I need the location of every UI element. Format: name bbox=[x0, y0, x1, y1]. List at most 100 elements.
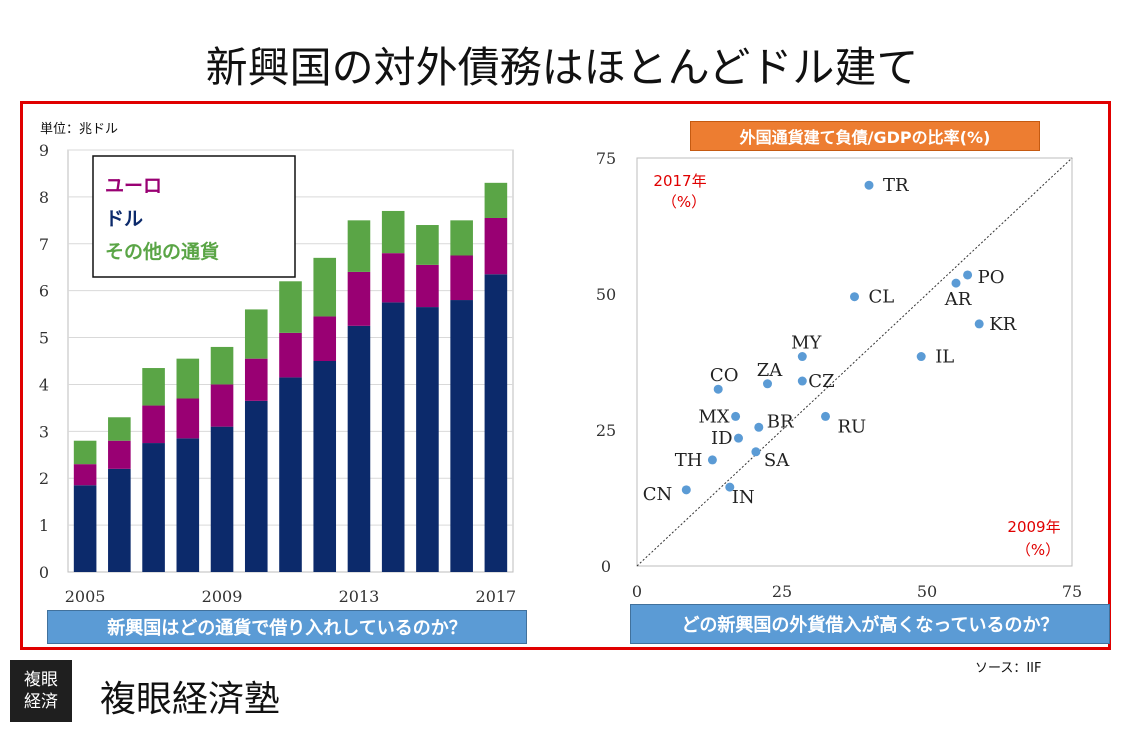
scatter-x-tick-label: 75 bbox=[1062, 582, 1082, 601]
bar-y-tick-label: 4 bbox=[39, 375, 49, 394]
scatter-point-label: AR bbox=[944, 289, 972, 310]
scatter-point-ID bbox=[734, 433, 743, 443]
logo-text: 複眼経済塾 bbox=[100, 679, 281, 720]
bar-y-tick-label: 2 bbox=[39, 469, 49, 488]
scatter-point-CL bbox=[850, 292, 859, 302]
scatter-point-SA bbox=[751, 447, 761, 457]
bar-segment-2012 bbox=[313, 257, 337, 317]
scatter-point-label: IN bbox=[732, 487, 755, 508]
scatter-xlabel-line1: 2009年 bbox=[1007, 518, 1060, 536]
scatter-point-label: SA bbox=[764, 450, 790, 471]
bar-segment-2009 bbox=[210, 426, 234, 572]
bar-segment-2010 bbox=[244, 400, 268, 572]
bar-segment-2014 bbox=[381, 210, 405, 254]
scatter-point-label: KR bbox=[989, 314, 1016, 335]
unit-label: 単位：兆ドル bbox=[40, 122, 119, 137]
scatter-ylabel-line1: 2017年 bbox=[653, 172, 706, 190]
scatter-x-tick-label: 50 bbox=[917, 582, 937, 601]
scatter-point-label: CO bbox=[710, 365, 739, 386]
scatter-y-tick-label: 25 bbox=[596, 421, 616, 440]
scatter-point-CN bbox=[681, 485, 691, 495]
bar-segment-2008 bbox=[176, 398, 200, 439]
bar-segment-2005 bbox=[73, 464, 97, 486]
scatter-point-label: CN bbox=[643, 484, 673, 505]
scatter-chart-caption: どの新興国の外貨借入が高くなっているのか？ bbox=[630, 604, 1110, 644]
scatter-point-label: TH bbox=[675, 450, 703, 471]
bar-y-tick-label: 1 bbox=[39, 516, 49, 535]
page-title: 新興国の対外債務はほとんどドル建て bbox=[205, 43, 919, 92]
bar-segment-2006 bbox=[108, 417, 131, 441]
bar-legend-item: ドル bbox=[105, 208, 143, 230]
scatter-point-ZA bbox=[763, 379, 772, 389]
scatter-point-label: CL bbox=[869, 287, 895, 308]
scatter-ylabel-line2: （%） bbox=[662, 193, 706, 211]
bar-segment-2006 bbox=[108, 440, 131, 469]
chart-frame bbox=[20, 101, 1111, 650]
scatter-point-MX bbox=[731, 411, 741, 421]
bar-y-tick-label: 8 bbox=[39, 188, 49, 207]
bar-segment-2013 bbox=[347, 271, 371, 326]
bar-segment-2010 bbox=[244, 358, 268, 401]
bar-y-tick-label: 6 bbox=[39, 282, 49, 301]
bar-segment-2005 bbox=[73, 440, 97, 465]
scatter-xlabel-line2: （%） bbox=[1016, 541, 1060, 559]
scatter-x-tick-label: 0 bbox=[632, 582, 642, 601]
bar-segment-2016 bbox=[450, 300, 473, 572]
bar-segment-2015 bbox=[416, 307, 439, 572]
bar-segment-2013 bbox=[347, 325, 371, 572]
scatter-diagonal bbox=[636, 157, 1073, 567]
scatter-y-tick-label: 50 bbox=[596, 285, 616, 304]
bar-segment-2008 bbox=[176, 358, 200, 399]
bar-x-tick-label: 2017 bbox=[476, 587, 517, 606]
bar-segment-2013 bbox=[347, 220, 371, 272]
scatter-point-RU bbox=[821, 411, 830, 421]
bar-segment-2011 bbox=[279, 281, 302, 333]
bar-segment-2007 bbox=[142, 443, 165, 572]
bar-legend-box bbox=[92, 155, 296, 278]
bar-segment-2005 bbox=[73, 485, 97, 572]
bar-segment-2006 bbox=[108, 468, 131, 572]
scatter-y-tick-label: 75 bbox=[596, 149, 616, 168]
bar-x-tick-label: 2005 bbox=[65, 587, 106, 606]
scatter-point-label: BR bbox=[767, 411, 794, 432]
bar-segment-2012 bbox=[313, 361, 337, 572]
scatter-point-PO bbox=[963, 270, 973, 280]
bar-y-tick-label: 9 bbox=[39, 141, 49, 160]
bar-segment-2016 bbox=[450, 255, 473, 301]
bar-x-tick-label: 2013 bbox=[339, 587, 380, 606]
bar-segment-2009 bbox=[210, 384, 234, 427]
bar-x-tick-label: 2009 bbox=[202, 587, 243, 606]
scatter-point-label: CZ bbox=[808, 371, 834, 392]
scatter-point-label: RU bbox=[838, 416, 867, 437]
scatter-point-CO bbox=[713, 384, 723, 394]
bar-y-tick-label: 7 bbox=[39, 235, 49, 254]
bar-segment-2014 bbox=[381, 302, 405, 572]
scatter-title-box: 外国通貨建て負債/GDPの比率(%) bbox=[690, 121, 1040, 151]
bar-y-tick-label: 0 bbox=[39, 563, 49, 582]
scatter-point-AR bbox=[951, 278, 961, 288]
scatter-plot-area bbox=[636, 157, 1073, 567]
bar-segment-2012 bbox=[313, 316, 337, 361]
scatter-point-label: IL bbox=[935, 347, 954, 368]
bar-legend-item: ユーロ bbox=[105, 175, 162, 197]
bar-segment-2007 bbox=[142, 368, 165, 406]
bar-segment-2017 bbox=[484, 182, 508, 218]
logo-line-1: 複眼 bbox=[24, 670, 58, 690]
scatter-point-IL bbox=[916, 352, 926, 362]
scatter-point-label: PO bbox=[978, 267, 1005, 288]
scatter-point-CZ bbox=[797, 376, 807, 386]
bar-segment-2010 bbox=[244, 309, 268, 359]
bar-segment-2011 bbox=[279, 332, 302, 378]
bar-legend-item: その他の通貨 bbox=[105, 240, 219, 263]
scatter-point-KR bbox=[974, 319, 984, 329]
scatter-point-label: MX bbox=[698, 406, 729, 427]
scatter-point-MY bbox=[797, 352, 807, 362]
scatter-point-TH bbox=[707, 455, 717, 465]
bar-segment-2014 bbox=[381, 253, 405, 303]
bar-segment-2011 bbox=[279, 377, 302, 572]
bar-segment-2009 bbox=[210, 346, 234, 385]
bar-segment-2008 bbox=[176, 438, 200, 572]
bar-segment-2016 bbox=[450, 220, 473, 256]
scatter-point-label: ZA bbox=[757, 360, 784, 381]
